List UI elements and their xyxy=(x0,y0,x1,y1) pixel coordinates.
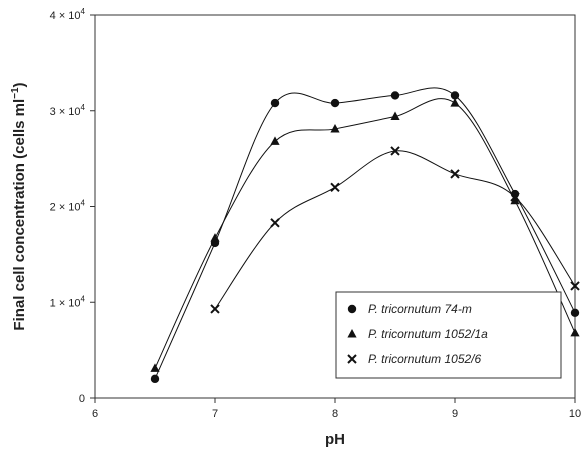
data-point xyxy=(570,327,580,337)
y-tick-label: 0 xyxy=(79,393,85,405)
series-1 xyxy=(150,87,580,384)
series-2 xyxy=(150,98,580,372)
series-3 xyxy=(210,146,580,314)
y-axis-title: Final cell concentration (cells ml−1) xyxy=(10,82,28,330)
y-tick-label: 2 × 104 xyxy=(50,199,86,214)
data-point xyxy=(210,233,220,242)
data-point xyxy=(510,192,520,202)
y-tick-label: 1 × 104 xyxy=(50,294,86,309)
data-point xyxy=(210,304,220,314)
x-tick-label: 6 xyxy=(92,408,98,420)
legend-label: P. tricornutum 74-m xyxy=(368,302,472,316)
data-point xyxy=(150,374,160,384)
y-tick-label: 3 × 104 xyxy=(50,103,86,118)
data-point xyxy=(270,136,280,145)
data-point xyxy=(570,308,580,317)
legend-label: P. tricornutum 1052/6 xyxy=(368,352,482,366)
data-point xyxy=(150,363,160,372)
data-point xyxy=(330,98,340,108)
legend: P. tricornutum 74-m P. tricornutum 1052/1… xyxy=(335,291,562,379)
legend-marker xyxy=(347,354,357,364)
x-tick-label: 8 xyxy=(332,408,338,420)
data-point xyxy=(510,195,520,205)
series-line xyxy=(214,150,576,310)
data-point xyxy=(450,98,460,107)
legend-box xyxy=(335,291,562,379)
legend-label: P. tricornutum 1052/1a xyxy=(368,327,488,341)
data-point xyxy=(450,169,460,179)
legend-marker xyxy=(347,329,357,338)
data-point xyxy=(270,218,280,228)
data-point xyxy=(390,146,400,156)
legend-marker xyxy=(347,304,357,314)
x-axis-title: pH xyxy=(325,431,345,448)
data-point xyxy=(450,91,460,100)
data-point xyxy=(390,111,400,120)
y-tick-label: 4 × 104 xyxy=(50,7,86,22)
data-point xyxy=(330,182,340,193)
data-point xyxy=(270,98,280,108)
data-point xyxy=(330,123,340,133)
data-point xyxy=(570,281,580,291)
x-tick-label: 7 xyxy=(212,408,218,420)
data-point xyxy=(390,91,400,100)
x-tick-label: 9 xyxy=(452,408,458,420)
x-tick-label: 10 xyxy=(569,408,581,420)
